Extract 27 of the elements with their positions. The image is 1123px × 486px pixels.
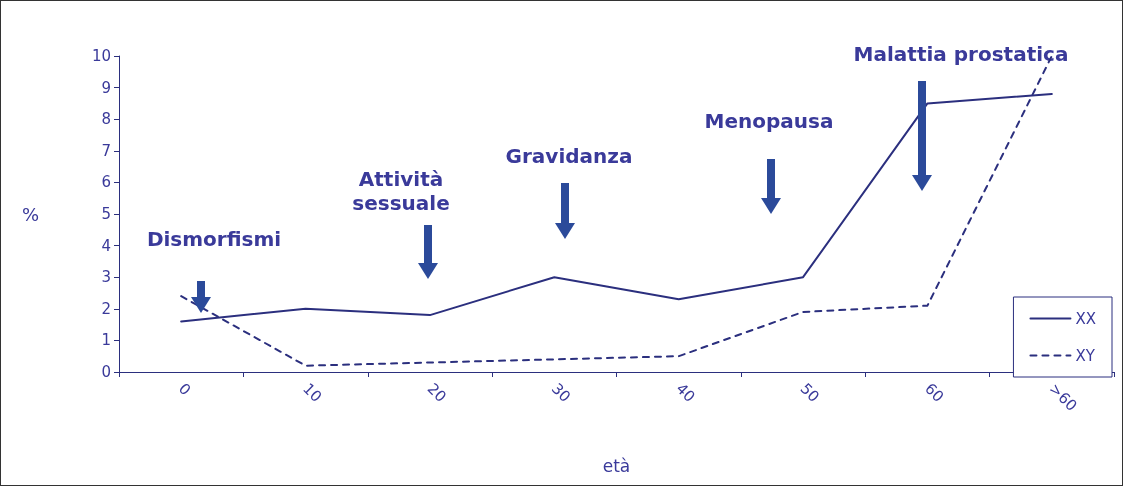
y-tick-label: 6 [101, 173, 111, 192]
x-tick-label: 30 [547, 379, 575, 406]
annotation: Dismorfismi [146, 227, 282, 251]
x-tick-label: 0 [174, 379, 195, 400]
x-tick-label: 60 [921, 379, 948, 406]
legend-label: XX [1075, 309, 1097, 328]
annotation: Malattia prostatica [853, 42, 1069, 66]
x-tick-label: 10 [299, 379, 326, 406]
y-tick-label: 0 [101, 363, 111, 381]
y-axis-title: % [21, 203, 39, 225]
y-tick-label: 10 [91, 47, 111, 65]
y-tick-label: 8 [101, 110, 111, 129]
y-tick-label: 4 [101, 236, 111, 255]
y-tick-label: 7 [101, 141, 111, 160]
annotation: Attività sessuale [352, 167, 450, 215]
x-axis-title: età [602, 455, 631, 476]
legend-label: XY [1075, 346, 1096, 365]
x-tick-label: 40 [672, 379, 699, 406]
y-tick-label: 5 [101, 205, 111, 223]
y-tick-label: 3 [101, 268, 111, 287]
y-tick-label: 1 [101, 331, 111, 350]
y-tick-label: 2 [101, 299, 111, 318]
annotation: Gravidanza [505, 144, 633, 168]
x-tick-label: 50 [796, 379, 823, 406]
x-tick-label: 20 [423, 379, 450, 406]
annotation: Menopausa [704, 109, 834, 133]
y-tick-label: 9 [101, 78, 111, 97]
